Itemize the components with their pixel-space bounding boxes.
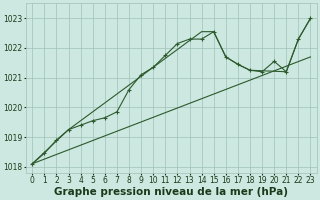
X-axis label: Graphe pression niveau de la mer (hPa): Graphe pression niveau de la mer (hPa) [54,187,288,197]
